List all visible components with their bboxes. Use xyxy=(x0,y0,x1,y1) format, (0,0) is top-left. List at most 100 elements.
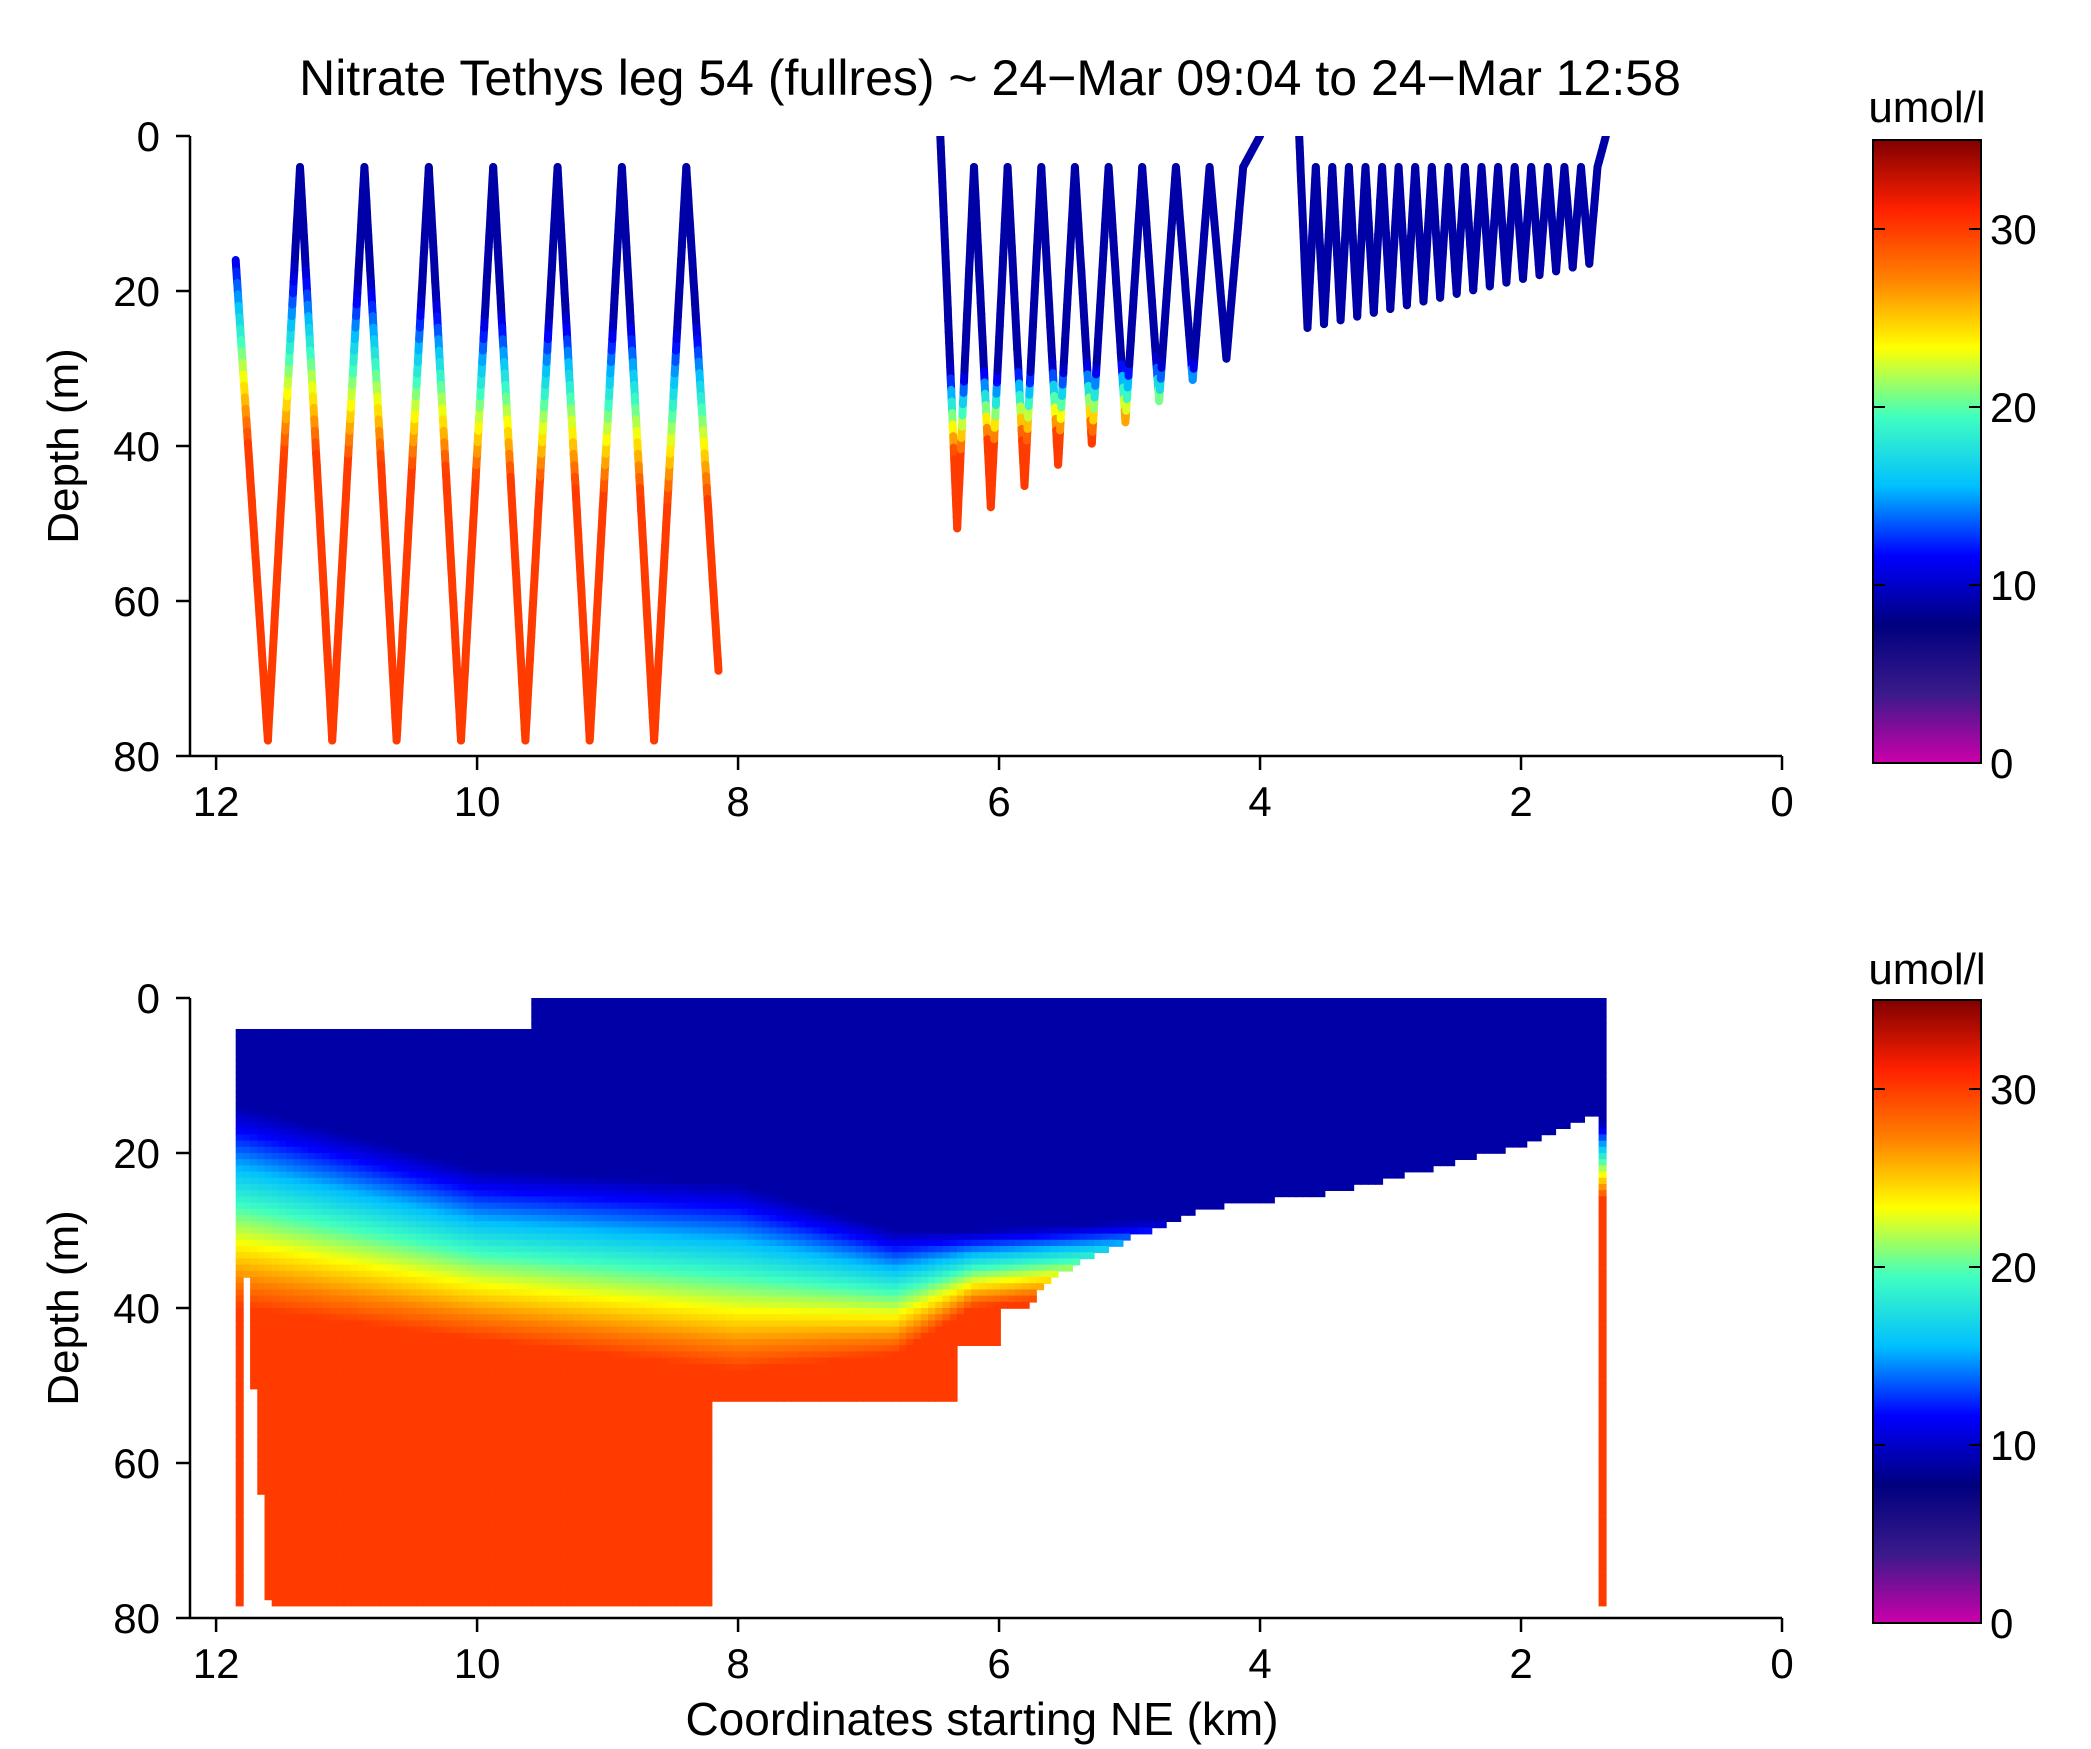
heatmap-cell xyxy=(459,1097,468,1105)
heatmap-cell xyxy=(408,1506,417,1514)
heatmap-cell xyxy=(437,1301,446,1309)
heatmap-cell xyxy=(408,1326,417,1334)
heatmap-cell xyxy=(278,1481,287,1489)
heatmap-cell xyxy=(408,1066,417,1074)
heatmap-cell xyxy=(322,1593,331,1601)
heatmap-cell xyxy=(423,1134,432,1142)
heatmap-cell xyxy=(322,1246,331,1253)
heatmap-cell xyxy=(250,1221,259,1229)
heatmap-cell xyxy=(278,1475,287,1483)
heatmap-cell xyxy=(358,1208,367,1216)
heatmap-cell xyxy=(473,1599,482,1607)
heatmap-cell xyxy=(271,1456,280,1464)
heatmap-cell xyxy=(423,1388,432,1396)
heatmap-cell xyxy=(358,1438,367,1446)
heatmap-cell xyxy=(307,1494,316,1501)
heatmap-cell xyxy=(394,1332,403,1340)
heatmap-cell xyxy=(416,1512,424,1520)
heatmap-cell xyxy=(488,1376,497,1384)
heatmap-cell xyxy=(358,1320,367,1328)
heatmap-cell xyxy=(329,1339,338,1346)
heatmap-cell xyxy=(300,1394,309,1402)
heatmap-cell xyxy=(343,1171,352,1179)
heatmap-cell xyxy=(466,1518,475,1526)
heatmap-cell xyxy=(444,1084,453,1092)
heatmap-cell xyxy=(437,1351,446,1359)
heatmap-cell xyxy=(358,1171,367,1179)
heatmap-cell xyxy=(278,1153,287,1160)
heatmap-cell xyxy=(495,1438,504,1446)
heatmap-cell xyxy=(452,1258,460,1266)
heatmap-cell xyxy=(394,1500,403,1508)
heatmap-cell xyxy=(242,1134,251,1142)
heatmap-cell xyxy=(372,1153,381,1160)
heatmap-cell xyxy=(293,1202,302,1210)
heatmap-cell xyxy=(307,1029,316,1036)
heatmap-cell xyxy=(466,1407,475,1415)
heatmap-cell xyxy=(271,1208,280,1216)
heatmap-cell xyxy=(264,1252,273,1260)
heatmap-cell xyxy=(430,1153,439,1160)
heatmap-cell xyxy=(286,1370,295,1377)
heatmap-cell xyxy=(459,1357,468,1365)
heatmap-cell xyxy=(286,1258,295,1266)
heatmap-cell xyxy=(235,1537,244,1545)
heatmap-cell xyxy=(250,1239,259,1247)
heatmap-cell xyxy=(365,1264,374,1272)
heatmap-cell xyxy=(358,1165,367,1173)
heatmap-cell xyxy=(401,1277,410,1284)
heatmap-cell xyxy=(343,1332,352,1340)
heatmap-cell xyxy=(416,1246,424,1253)
heatmap-cell xyxy=(322,1115,331,1123)
heatmap-cell xyxy=(365,1543,374,1551)
heatmap-cell xyxy=(351,1215,360,1222)
heatmap-cell xyxy=(351,1190,360,1198)
heatmap-cell xyxy=(336,1277,345,1284)
heatmap-cell xyxy=(351,1506,360,1514)
heatmap-cell xyxy=(444,1283,453,1291)
heatmap-cell xyxy=(329,1122,338,1129)
heatmap-cell xyxy=(315,1332,323,1340)
heatmap-cell xyxy=(394,1308,403,1315)
heatmap-cell xyxy=(430,1072,439,1080)
heatmap-cell xyxy=(459,1518,468,1526)
heatmap-cell xyxy=(307,1097,316,1105)
heatmap-cell xyxy=(452,1438,460,1446)
heatmap-cell xyxy=(444,1295,453,1303)
heatmap-cell xyxy=(235,1549,244,1557)
heatmap-cell xyxy=(430,1345,439,1353)
heatmap-cell xyxy=(387,1388,396,1396)
heatmap-cell xyxy=(343,1469,352,1477)
heatmap-cell xyxy=(423,1543,432,1551)
heatmap-cell xyxy=(473,1326,482,1334)
heatmap-cell xyxy=(430,1109,439,1117)
heatmap-cell xyxy=(358,1122,367,1129)
heatmap-cell xyxy=(488,1450,497,1458)
heatmap-cell xyxy=(488,1549,497,1557)
heatmap-cell xyxy=(250,1320,259,1328)
heatmap-cell xyxy=(307,1301,316,1309)
heatmap-cell xyxy=(293,1047,302,1055)
heatmap-cell xyxy=(343,1370,352,1377)
heatmap-cell xyxy=(444,1512,453,1520)
heatmap-cell xyxy=(488,1103,497,1111)
heatmap-cell xyxy=(401,1208,410,1216)
heatmap-cell xyxy=(264,1574,273,1582)
heatmap-cell xyxy=(307,1283,316,1291)
heatmap-cell xyxy=(257,1363,266,1371)
heatmap-cell xyxy=(430,1568,439,1576)
heatmap-cell xyxy=(264,1146,273,1154)
heatmap-cell xyxy=(466,1320,475,1328)
heatmap-cell xyxy=(358,1283,367,1291)
heatmap-cell xyxy=(488,1401,497,1408)
heatmap-cell xyxy=(387,1494,396,1501)
heatmap-cell xyxy=(437,1184,446,1191)
heatmap-cell xyxy=(437,1425,446,1433)
heatmap-cell xyxy=(351,1593,360,1601)
heatmap-cell xyxy=(372,1580,381,1588)
heatmap-cell xyxy=(416,1432,424,1439)
heatmap-cell xyxy=(365,1140,374,1148)
heatmap-cell xyxy=(379,1301,388,1309)
heatmap-cell xyxy=(300,1425,309,1433)
heatmap-cell xyxy=(488,1556,497,1563)
